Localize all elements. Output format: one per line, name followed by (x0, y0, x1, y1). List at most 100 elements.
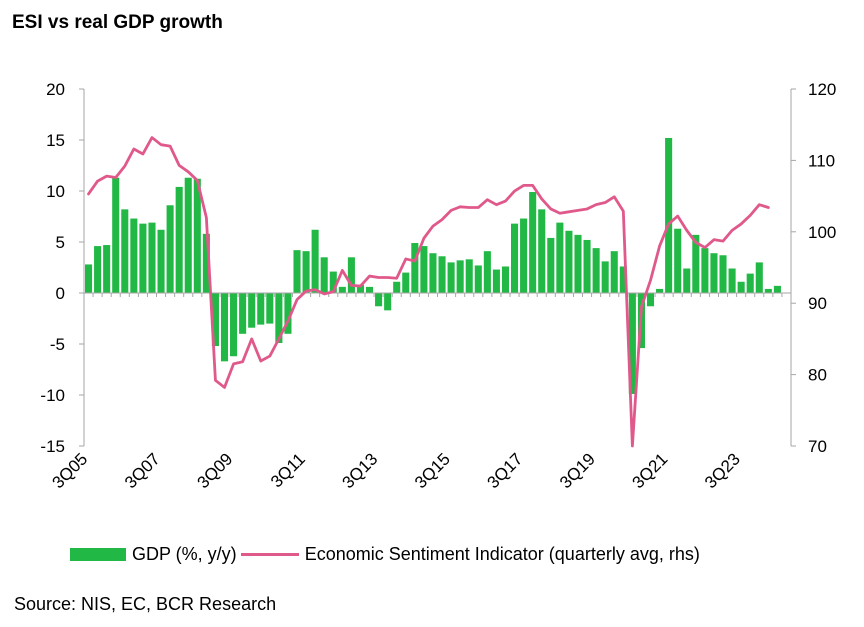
gdp-bar (737, 281, 745, 293)
left-tick-label: 0 (56, 284, 65, 303)
gdp-bar (529, 192, 537, 293)
gdp-bar (202, 233, 210, 293)
gdp-bar (773, 285, 781, 293)
gdp-bar (356, 284, 364, 293)
gdp-bar (365, 286, 374, 293)
gdp-bar (112, 177, 120, 293)
right-tick-label: 90 (808, 294, 827, 313)
gdp-bar (293, 250, 301, 293)
right-tick-label: 100 (808, 223, 836, 242)
legend-swatch-gdp (70, 548, 126, 561)
gdp-bar (220, 293, 229, 362)
gdp-bar (538, 209, 546, 293)
gdp-bar (103, 245, 111, 293)
gdp-bar (511, 223, 519, 293)
x-tick-label: 3Q09 (194, 449, 237, 492)
gdp-bar (248, 293, 256, 328)
gdp-bar (302, 251, 310, 293)
gdp-bar (420, 246, 428, 293)
gdp-bar (384, 293, 392, 311)
left-tick-label: 10 (46, 182, 65, 201)
esi-line (87, 136, 770, 448)
gdp-bar (710, 253, 718, 293)
gdp-bar (411, 243, 419, 293)
left-tick-label: 20 (46, 80, 65, 99)
gdp-bar (755, 262, 763, 293)
x-tick-label: 3Q07 (121, 449, 164, 492)
left-tick-label: -15 (40, 437, 65, 456)
right-tick-label: 110 (808, 151, 835, 170)
gdp-bar (501, 266, 510, 293)
legend-swatch-esi (240, 553, 299, 556)
gdp-bar (239, 293, 247, 334)
gdp-bar (601, 261, 609, 293)
gdp-bar (148, 222, 156, 293)
gdp-bar (175, 186, 183, 293)
gdp-bar (166, 205, 174, 293)
gdp-bar (656, 288, 664, 293)
gdp-bar (447, 262, 455, 293)
gdp-bar (646, 293, 655, 307)
gdp-bar (257, 293, 265, 325)
gdp-bar (157, 229, 165, 293)
gdp-bar (130, 218, 138, 293)
right-tick-label: 80 (808, 366, 827, 385)
gdp-bar (574, 234, 582, 293)
gdp-bar (665, 137, 673, 293)
gdp-bar (338, 286, 346, 293)
legend-label-gdp: GDP (%, y/y) (132, 544, 237, 564)
gdp-bar (375, 293, 383, 307)
gdp-bar (692, 234, 700, 293)
gdp-bar (674, 228, 682, 293)
gdp-bar (592, 248, 600, 293)
left-tick-label: -10 (40, 386, 65, 405)
gdp-bar (139, 223, 147, 293)
chart-title: ESI vs real GDP growth (12, 12, 223, 33)
x-tick-label: 3Q15 (411, 449, 454, 492)
gdp-bar (683, 268, 691, 293)
legend-label-esi: Economic Sentiment Indicator (quarterly … (304, 544, 700, 564)
x-tick-label: 3Q19 (556, 449, 599, 492)
gdp-bar (746, 273, 754, 293)
x-tick-label: 3Q17 (484, 449, 527, 492)
gdp-bar (393, 281, 401, 293)
gdp-bar (438, 256, 446, 293)
x-tick-label: 3Q13 (339, 449, 382, 492)
gdp-bar (474, 265, 482, 293)
gdp-bar (547, 237, 555, 293)
gdp-bar (565, 230, 573, 293)
x-tick-label: 3Q23 (701, 449, 744, 492)
gdp-bar (275, 293, 283, 343)
gdp-bar (610, 251, 618, 293)
gdp-bar (311, 229, 319, 293)
gdp-bar (728, 268, 736, 293)
gdp-bar (456, 260, 464, 293)
gdp-bar (193, 178, 201, 293)
gdp-bar (619, 266, 627, 293)
gdp-bar (284, 293, 292, 334)
gdp-bar (492, 269, 500, 293)
left-tick-label: 5 (56, 233, 65, 252)
gdp-bar (329, 271, 337, 293)
gdp-bars (85, 137, 781, 394)
axes (79, 88, 796, 447)
gdp-bar (184, 177, 192, 293)
x-tick-label: 3Q11 (267, 449, 309, 491)
gdp-bar (520, 218, 528, 293)
gdp-bar (266, 293, 274, 324)
gdp-bar (583, 239, 591, 293)
legend: GDP (%, y/y) Economic Sentiment Indicato… (70, 544, 700, 565)
gdp-bar (701, 248, 709, 293)
gdp-bar (402, 272, 410, 293)
x-tick-label: 3Q21 (629, 449, 672, 492)
gdp-bar (719, 255, 727, 293)
gdp-bar (230, 293, 238, 357)
source-note: Source: NIS, EC, BCR Research (14, 594, 277, 614)
right-tick-label: 120 (808, 80, 836, 99)
gdp-bar (85, 264, 93, 293)
gdp-bar (94, 246, 102, 293)
gdp-bar (211, 293, 219, 347)
gdp-bar (764, 288, 772, 293)
right-tick-label: 70 (808, 437, 827, 456)
